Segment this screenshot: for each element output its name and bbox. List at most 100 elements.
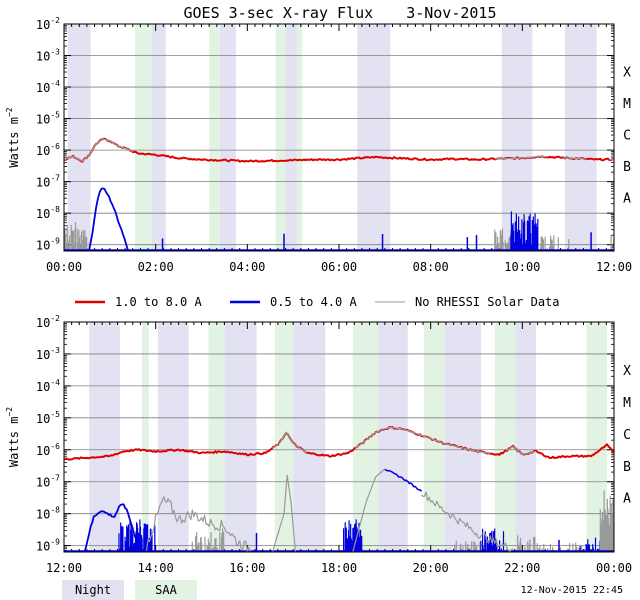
y-tick-label: 10-5 (36, 410, 60, 426)
short-channel-line (83, 503, 143, 552)
legend-label-long: 1.0 to 8.0 A (115, 295, 202, 309)
night-band (157, 322, 189, 552)
x-tick-label: 06:00 (321, 260, 357, 274)
class-label: M (623, 97, 631, 112)
long-channel-gray (64, 138, 134, 162)
y-tick-base: 10 (36, 540, 50, 554)
y-tick-label: 10-7 (36, 174, 60, 190)
y-tick-exponent: -5 (50, 410, 60, 419)
short-channel-noise (517, 535, 537, 552)
saa-band (135, 24, 152, 251)
saa-band (494, 322, 516, 552)
y-tick-label: 10-2 (36, 16, 60, 32)
saa-band (275, 24, 286, 251)
x-tick-label: 22:00 (504, 561, 540, 575)
chart-title: GOES 3-sec X-ray Flux 3-Nov-2015 (184, 4, 497, 22)
y-tick-base: 10 (36, 239, 50, 253)
y-tick-label: 10-8 (36, 205, 60, 221)
y-tick-base: 10 (36, 18, 50, 32)
saa-band (208, 322, 225, 552)
night-band (67, 24, 91, 251)
shading-legend: Night SAA (62, 580, 197, 600)
night-band (152, 24, 166, 251)
data-layer (64, 425, 614, 552)
y-axis-label-exponent: −2 (5, 407, 14, 417)
x-tick-label: 04:00 (229, 260, 265, 274)
long-channel-gray (354, 426, 491, 454)
y-tick-label: 10-5 (36, 111, 60, 127)
class-label: X (623, 65, 631, 80)
night-band (219, 24, 236, 251)
y-tick-exponent: -9 (50, 237, 60, 246)
short-channel-noise (191, 528, 225, 552)
y-tick-exponent: -2 (50, 314, 60, 323)
y-tick-exponent: -2 (50, 16, 60, 25)
night-band (224, 322, 257, 552)
plot-frame (63, 321, 615, 553)
saa-band (586, 322, 608, 552)
saa-band (209, 24, 220, 251)
y-tick-base: 10 (36, 476, 50, 490)
y-tick-exponent: -6 (50, 142, 60, 151)
y-tick-base: 10 (36, 144, 50, 158)
class-label: C (623, 428, 631, 443)
y-tick-exponent: -8 (50, 205, 60, 214)
y-tick-label: 10-4 (36, 378, 60, 394)
y-tick-base: 10 (36, 81, 50, 95)
saa-band (423, 322, 445, 552)
x-tick-label: 18:00 (321, 561, 357, 575)
y-tick-exponent: -3 (50, 48, 60, 57)
y-axis-label: Watts m−2 (5, 107, 21, 167)
night-swatch (62, 580, 124, 600)
short-channel-noise (343, 519, 363, 552)
night-band (564, 24, 597, 251)
x-tick-label: 00:00 (596, 561, 632, 575)
class-label: C (623, 128, 631, 143)
y-tick-exponent: -6 (50, 442, 60, 451)
short-channel-flare (352, 468, 386, 552)
saa-label: SAA (155, 583, 177, 597)
short-channel-noise (540, 235, 574, 251)
chart-title-text: GOES 3-sec X-ray Flux (184, 4, 374, 22)
night-band (357, 24, 391, 251)
class-label: A (623, 191, 631, 206)
y-tick-label: 10-6 (36, 142, 60, 158)
class-label: B (623, 160, 631, 175)
x-tick-label: 12:00 (46, 561, 82, 575)
night-band (501, 24, 533, 251)
y-tick-exponent: -3 (50, 346, 60, 355)
saa-band (141, 322, 149, 552)
y-tick-exponent: -7 (50, 474, 60, 483)
y-tick-base: 10 (36, 412, 50, 426)
night-band (515, 322, 537, 552)
short-channel-noise (535, 542, 587, 552)
class-label: B (623, 460, 631, 475)
short-channel-noise (64, 222, 88, 251)
short-channel-flare-tail (421, 491, 514, 552)
legend-label-short: 0.5 to 4.0 A (270, 295, 357, 309)
saa-band (296, 24, 303, 251)
x-tick-label: 14:00 (138, 561, 174, 575)
y-tick-exponent: -4 (50, 79, 60, 88)
y-tick-exponent: -4 (50, 378, 60, 387)
y-axis-label-unit: m (7, 117, 21, 124)
upper-panel: 10-910-810-710-610-510-410-310-200:00 02:… (5, 16, 632, 274)
x-tick-label: 20:00 (413, 561, 449, 575)
y-tick-label: 10-2 (36, 314, 60, 330)
long-channel-gray (272, 431, 308, 454)
short-channel-gray (145, 496, 257, 552)
y-axis-label-text: Watts (7, 124, 21, 167)
long-channel-gray (505, 445, 537, 456)
plot-frame (63, 23, 615, 252)
y-tick-label: 10-7 (36, 474, 60, 490)
x-tick-label: 00:00 (46, 260, 82, 274)
y-tick-exponent: -8 (50, 506, 60, 515)
y-axis-label-unit: m (7, 417, 21, 424)
x-tick-label: 08:00 (413, 260, 449, 274)
y-axis-label-exponent: −2 (5, 107, 14, 117)
night-label: Night (75, 583, 111, 597)
y-tick-label: 10-6 (36, 442, 60, 458)
y-tick-base: 10 (36, 50, 50, 64)
y-tick-exponent: -7 (50, 174, 60, 183)
y-tick-label: 10-4 (36, 79, 60, 95)
